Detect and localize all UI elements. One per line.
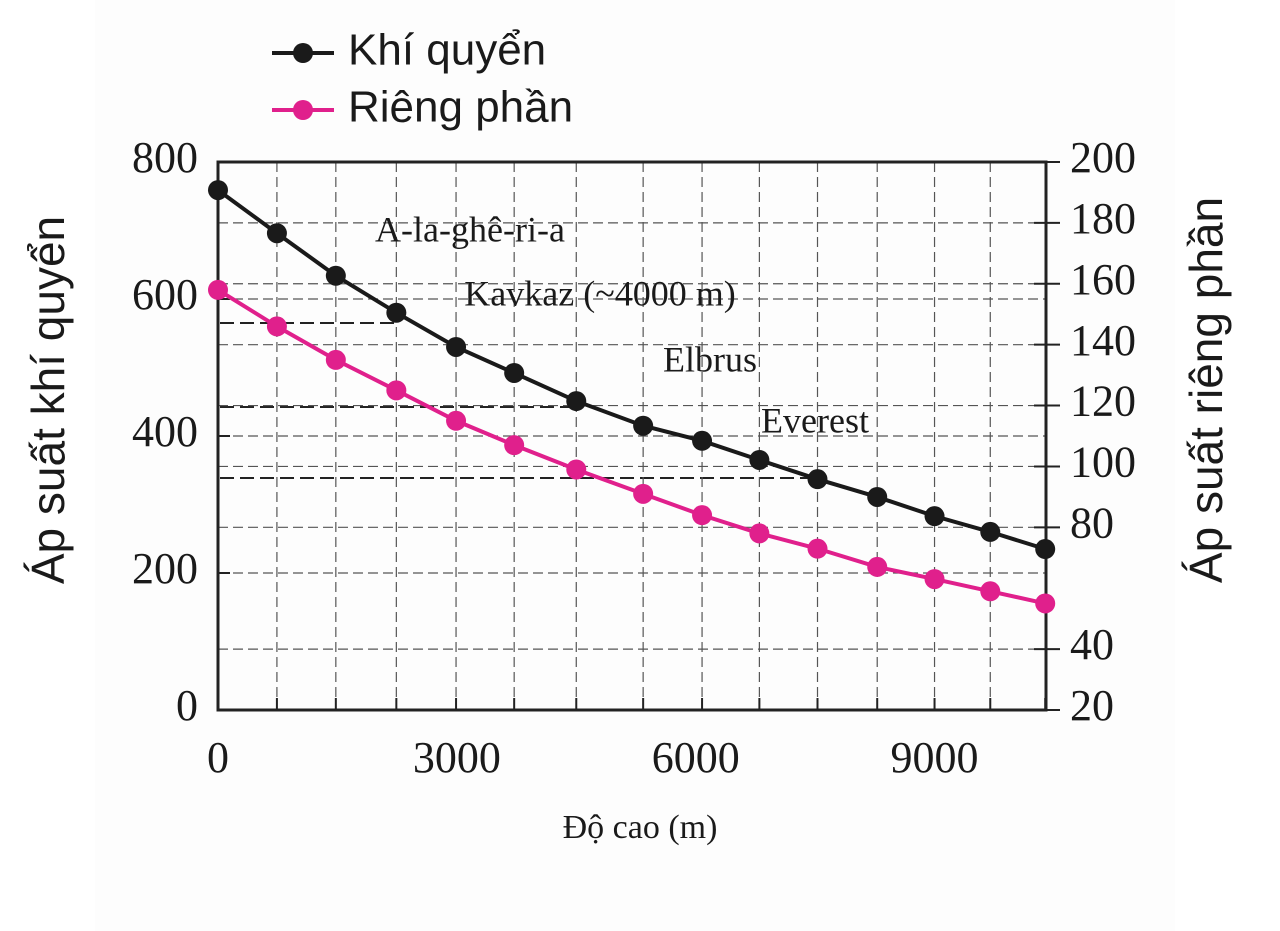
y2-tick-label: 140 <box>1070 316 1136 365</box>
data-point <box>980 581 1001 602</box>
data-point <box>208 180 228 201</box>
data-point <box>504 362 525 383</box>
data-point <box>266 316 287 337</box>
data-point <box>566 459 587 480</box>
y-tick-label: 0 <box>176 681 198 730</box>
data-point <box>504 435 525 456</box>
data-point <box>749 449 770 470</box>
data-point <box>692 430 713 451</box>
data-point <box>633 483 654 504</box>
y2-tick-label: 80 <box>1070 498 1114 547</box>
data-point <box>566 391 587 412</box>
data-point <box>807 469 828 490</box>
y-tick-label: 200 <box>132 544 198 593</box>
x-axis-title: Độ cao (m) <box>563 809 718 846</box>
y2-axis-title: Áp suất riêng phần <box>1180 197 1232 583</box>
data-point <box>749 523 770 544</box>
y2-tick-label: 20 <box>1070 681 1114 730</box>
x-tick-label: 9000 <box>891 733 979 782</box>
y-tick-label: 600 <box>132 270 198 319</box>
data-point <box>924 569 945 590</box>
data-point <box>633 415 654 436</box>
y2-tick-label: 180 <box>1070 194 1136 243</box>
x-tick-label: 0 <box>207 733 229 782</box>
data-point <box>386 302 407 323</box>
data-point <box>325 349 346 370</box>
reference-lines <box>220 322 820 479</box>
x-tick-label: 6000 <box>652 733 740 782</box>
legend-label: Khí quyển <box>348 26 546 75</box>
legend-label: Riêng phần <box>348 83 573 132</box>
y2-tick-label: 160 <box>1070 255 1136 304</box>
data-point <box>266 223 287 244</box>
annotation: Everest <box>761 400 869 440</box>
data-point <box>446 336 467 357</box>
data-point <box>980 521 1001 542</box>
legend-marker <box>293 100 313 120</box>
data-point <box>386 380 407 401</box>
data-point <box>1035 539 1056 560</box>
data-point <box>446 410 467 431</box>
plot-frame <box>216 160 1048 712</box>
data-point <box>867 486 888 507</box>
y-tick-label: 800 <box>132 133 198 182</box>
annotation: Kavkaz (~4000 m) <box>464 273 735 313</box>
y-tick-label: 400 <box>132 407 198 456</box>
data-point <box>1035 593 1056 614</box>
data-point <box>924 506 945 527</box>
y-axis-title: Áp suất khí quyển <box>22 216 74 584</box>
y2-tick-label: 100 <box>1070 438 1136 487</box>
y2-tick-label: 120 <box>1070 377 1136 426</box>
annotation: Elbrus <box>663 339 757 379</box>
background <box>95 0 1175 931</box>
data-point <box>692 505 713 526</box>
legend-marker <box>293 43 313 63</box>
data-point <box>807 538 828 559</box>
x-tick-label: 3000 <box>413 733 501 782</box>
y2-tick-label: 200 <box>1070 133 1136 182</box>
data-point <box>867 556 888 577</box>
data-point <box>208 279 228 300</box>
annotation: A-la-ghê-ri-a <box>375 209 565 249</box>
y2-tick-label: 40 <box>1070 620 1114 669</box>
data-point <box>325 265 346 286</box>
